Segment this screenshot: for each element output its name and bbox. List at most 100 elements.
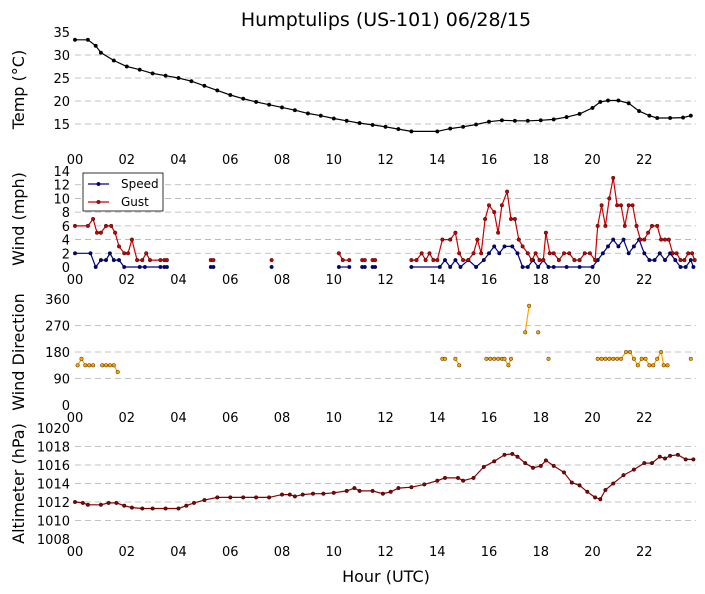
series-direction	[75, 303, 693, 375]
data-point	[585, 489, 590, 494]
data-point	[595, 223, 600, 228]
data-point	[122, 265, 127, 270]
data-point	[607, 356, 612, 361]
data-point	[137, 265, 142, 270]
data-point	[512, 216, 517, 221]
y-tick-label: 6	[62, 220, 70, 235]
series-altimeter	[72, 451, 696, 511]
data-point	[111, 58, 116, 63]
data-point	[409, 129, 414, 134]
data-point	[492, 459, 497, 464]
data-point	[140, 258, 145, 263]
data-point	[659, 350, 664, 355]
data-point	[538, 118, 543, 123]
data-point	[663, 456, 668, 461]
data-point	[103, 363, 108, 368]
data-point	[686, 251, 691, 256]
data-point	[582, 251, 587, 256]
data-point	[682, 258, 687, 263]
data-point	[562, 251, 567, 256]
data-point	[448, 126, 453, 131]
data-point	[98, 230, 103, 235]
data-point	[437, 265, 442, 270]
data-point	[292, 108, 297, 113]
data-point	[481, 464, 486, 469]
data-point	[443, 475, 448, 480]
data-point	[611, 356, 616, 361]
data-point	[536, 330, 541, 335]
data-point	[79, 356, 84, 361]
x-tick-label: 08	[274, 545, 291, 560]
data-point	[615, 203, 620, 208]
x-tick-label: 10	[325, 545, 342, 560]
data-point	[357, 488, 362, 493]
data-point	[85, 223, 90, 228]
data-point	[475, 237, 480, 242]
data-point	[440, 237, 445, 242]
data-point	[551, 251, 556, 256]
data-point	[599, 203, 604, 208]
data-point	[525, 251, 530, 256]
x-tick-label: 14	[429, 545, 446, 560]
data-point	[681, 115, 686, 120]
data-point	[598, 99, 603, 104]
data-point	[93, 265, 98, 270]
data-point	[593, 258, 598, 263]
y-tick-label: 1008	[37, 533, 70, 548]
data-point	[457, 363, 462, 368]
x-tick-label: 14	[429, 411, 446, 426]
data-point	[474, 122, 479, 127]
data-point	[357, 121, 362, 126]
data-point	[453, 356, 458, 361]
x-tick-label: 06	[222, 273, 239, 288]
data-point	[435, 478, 440, 483]
data-point	[634, 223, 639, 228]
data-point	[525, 265, 530, 270]
panel-wind_direction: 0 90 180 270 360 00 02 04 06 08 10 12 14 16 18 20 22 Wind…	[9, 293, 696, 426]
data-point	[492, 210, 497, 215]
data-point	[106, 500, 111, 505]
y-tick-label: 1016	[37, 459, 70, 474]
data-point	[448, 237, 453, 242]
data-point	[107, 251, 112, 256]
data-point	[646, 230, 651, 235]
data-point	[267, 102, 272, 107]
series-line	[524, 305, 530, 333]
data-point	[362, 265, 367, 270]
data-point	[622, 223, 627, 228]
legend: Speed Gust	[82, 172, 164, 212]
y-tick-label: 8	[62, 206, 70, 221]
data-point	[577, 483, 582, 488]
data-point	[484, 356, 489, 361]
data-point	[87, 363, 92, 368]
data-point	[502, 452, 507, 457]
series-temp	[72, 37, 693, 134]
y-tick-label: 360	[45, 293, 70, 308]
data-point	[590, 105, 595, 110]
x-tick-label: 04	[170, 545, 187, 560]
data-point	[453, 230, 458, 235]
data-point	[659, 237, 664, 242]
data-point	[344, 118, 349, 123]
data-point	[164, 265, 169, 270]
data-point	[103, 223, 108, 228]
x-tick-label: 22	[636, 411, 653, 426]
data-point	[551, 265, 556, 270]
data-point	[158, 258, 163, 263]
x-tick-label: 10	[325, 153, 342, 168]
y-axis-label: Wind (mph)	[9, 172, 28, 266]
data-point	[690, 251, 695, 256]
y-tick-label: 15	[53, 118, 70, 133]
data-point	[150, 71, 155, 76]
data-point	[228, 495, 233, 500]
data-point	[113, 230, 118, 235]
data-point	[642, 251, 647, 256]
data-point	[383, 124, 388, 129]
data-point	[98, 502, 103, 507]
data-point	[621, 473, 626, 478]
data-point	[510, 451, 515, 456]
y-tick-label: 0	[62, 261, 70, 276]
legend-marker	[96, 181, 101, 186]
data-point	[147, 258, 152, 263]
